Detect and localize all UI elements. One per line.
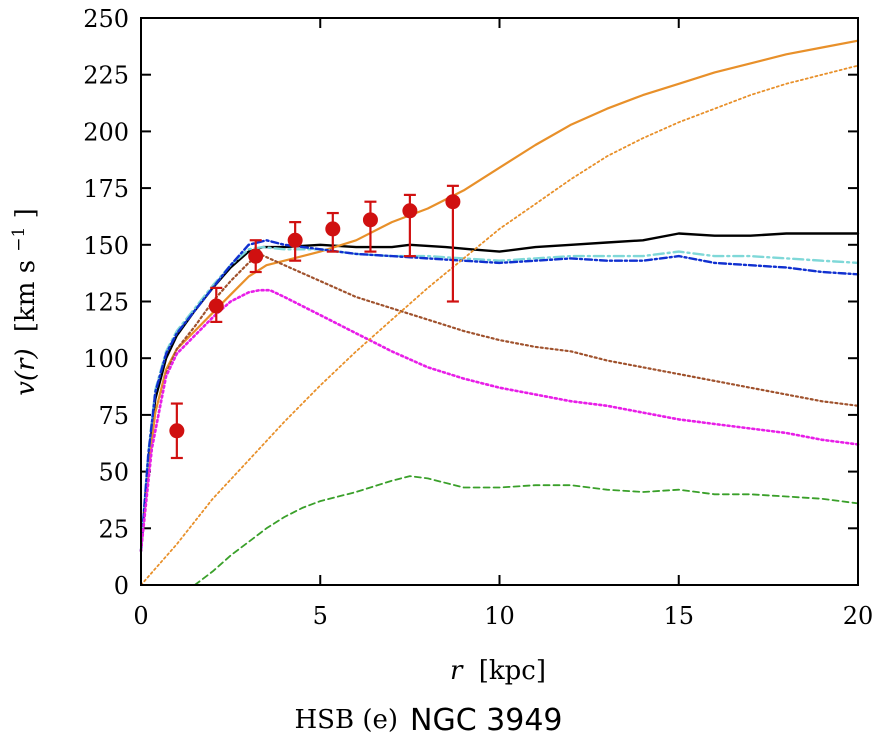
x-axis-unit: [kpc] bbox=[479, 656, 546, 686]
series-line-1 bbox=[139, 232, 860, 553]
y-tick-label: 200 bbox=[83, 118, 129, 146]
y-tick-label: 75 bbox=[98, 402, 129, 430]
y-axis-unit-exponent: −1 bbox=[9, 227, 29, 252]
data-marker bbox=[402, 203, 418, 219]
observation-point bbox=[169, 402, 185, 460]
data-marker bbox=[445, 194, 461, 210]
y-axis-unit: [km s bbox=[11, 260, 41, 332]
y-tick-label: 50 bbox=[98, 459, 129, 487]
series-line-3 bbox=[139, 245, 860, 553]
observations-layer bbox=[169, 184, 461, 460]
y-tick-label: 175 bbox=[83, 175, 129, 203]
y-axis-variable: v(r) bbox=[11, 348, 41, 395]
x-axis-variable: r bbox=[450, 656, 464, 686]
x-tick-label: 15 bbox=[663, 602, 694, 630]
data-marker bbox=[169, 423, 185, 439]
series-line-8 bbox=[140, 64, 859, 586]
y-tick-label: 225 bbox=[83, 62, 129, 90]
series-line-7 bbox=[193, 475, 859, 586]
data-marker bbox=[362, 212, 378, 228]
observation-point bbox=[325, 211, 341, 253]
caption-galaxy-name: NGC 3949 bbox=[410, 703, 563, 738]
observation-point bbox=[208, 286, 224, 324]
plot-frame bbox=[140, 17, 859, 586]
observation-point bbox=[248, 239, 264, 274]
y-tick-label: 100 bbox=[83, 345, 129, 373]
observation-point bbox=[402, 193, 418, 258]
x-tick-label: 0 bbox=[133, 602, 148, 630]
series-line-6 bbox=[139, 288, 860, 553]
series-layer bbox=[139, 39, 860, 586]
observation-point bbox=[445, 184, 461, 303]
y-tick-label: 0 bbox=[114, 572, 129, 600]
data-marker bbox=[287, 232, 303, 248]
x-tick-label: 20 bbox=[843, 602, 874, 630]
data-marker bbox=[248, 248, 264, 264]
series-line-5 bbox=[139, 252, 860, 553]
observation-point bbox=[362, 200, 378, 253]
observation-point bbox=[287, 221, 303, 262]
y-tick-label: 250 bbox=[83, 5, 129, 33]
y-tick-label: 25 bbox=[98, 515, 129, 543]
y-axis-title: v(r) [km s −1 ] bbox=[1, 208, 41, 396]
series-line-2 bbox=[139, 39, 860, 553]
y-tick-label: 150 bbox=[83, 232, 129, 260]
data-marker bbox=[208, 298, 224, 314]
x-axis-title: r [kpc] bbox=[450, 656, 546, 686]
x-tick-label: 5 bbox=[313, 602, 328, 630]
axis-ticks bbox=[140, 17, 859, 586]
y-axis-unit-close: ] bbox=[11, 208, 41, 218]
y-tick-label: 125 bbox=[83, 289, 129, 317]
series-line-4 bbox=[139, 239, 860, 553]
data-marker bbox=[325, 221, 341, 237]
x-tick-label: 10 bbox=[484, 602, 515, 630]
caption-category: HSB (e) bbox=[294, 705, 398, 735]
